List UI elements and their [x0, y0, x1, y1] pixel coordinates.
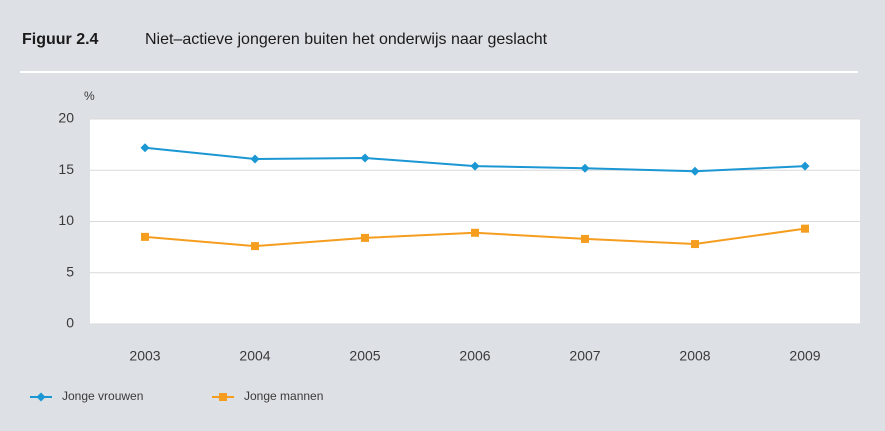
- x-tick-label: 2003: [129, 348, 160, 364]
- x-tick-label: 2006: [459, 348, 490, 364]
- data-point: [250, 154, 260, 164]
- data-point: [691, 240, 699, 249]
- data-point: [251, 242, 259, 251]
- data-point: [580, 163, 590, 173]
- data-point: [581, 234, 589, 243]
- data-point: [360, 153, 370, 163]
- data-point: [141, 232, 149, 241]
- y-axis-label: %: [84, 89, 95, 103]
- figure-label: Figuur 2.4: [22, 31, 99, 48]
- y-tick-label: 5: [66, 263, 74, 279]
- y-tick-label: 10: [58, 212, 74, 228]
- legend-label: Jonge mannen: [244, 389, 323, 403]
- data-point: [690, 166, 700, 176]
- legend-marker: [219, 393, 227, 401]
- x-tick-label: 2008: [679, 348, 710, 364]
- data-point: [361, 233, 369, 242]
- x-tick-label: 2005: [349, 348, 380, 364]
- y-tick-label: 0: [66, 315, 74, 331]
- x-tick-label: 2007: [569, 348, 600, 364]
- legend-marker: [36, 392, 46, 402]
- y-tick-label: 15: [58, 161, 74, 177]
- data-point: [801, 224, 809, 233]
- data-point: [800, 161, 810, 171]
- y-tick-label: 20: [58, 110, 74, 126]
- data-point: [140, 143, 150, 153]
- data-point: [470, 161, 480, 171]
- legend-label: Jonge vrouwen: [62, 389, 143, 403]
- x-tick-label: 2009: [789, 348, 820, 364]
- data-point: [471, 228, 479, 237]
- chart-title: Niet–actieve jongeren buiten het onderwi…: [145, 31, 548, 48]
- x-tick-label: 2004: [239, 348, 270, 364]
